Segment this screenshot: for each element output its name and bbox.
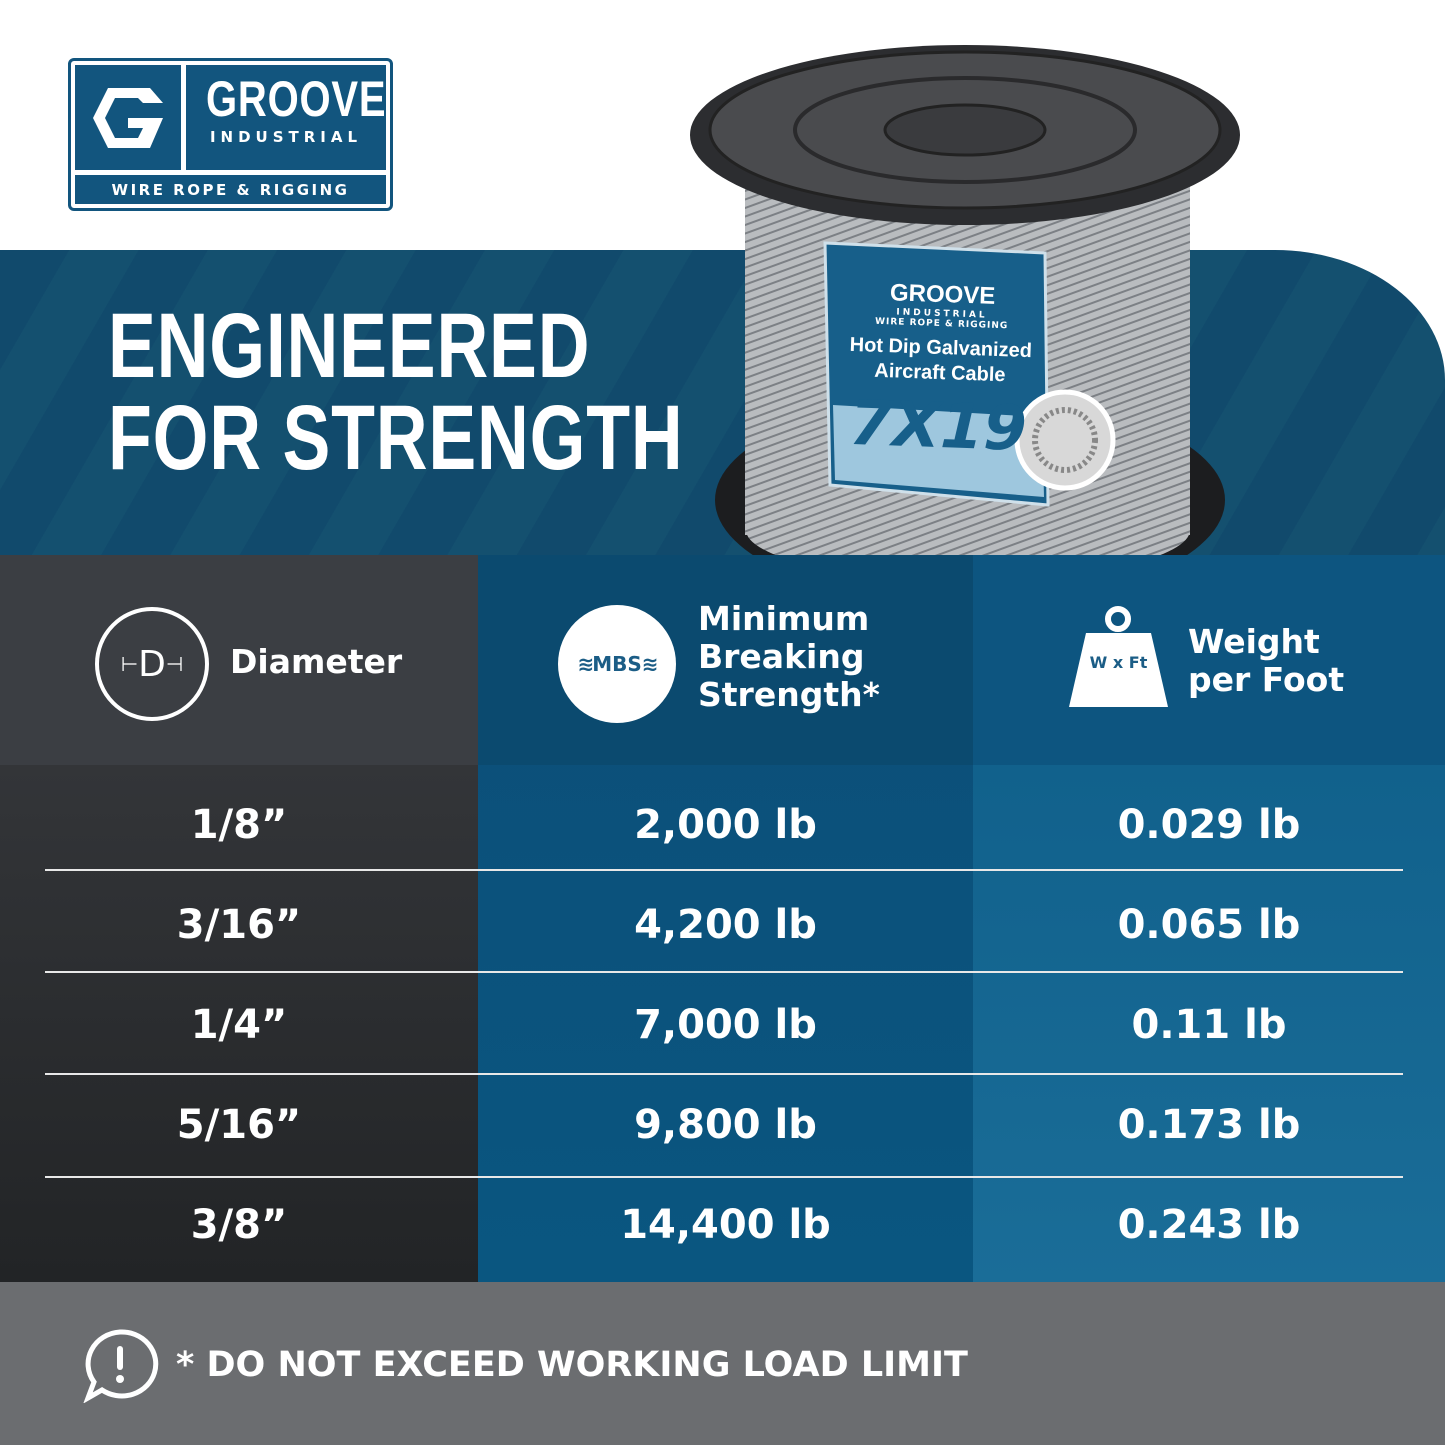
footer-bar — [0, 1282, 1445, 1445]
header-label-line: Breaking — [698, 637, 865, 676]
header-diameter: ⊢ D ⊣ Diameter — [0, 555, 478, 765]
header-mbs: ≋ MBS ≋ Minimum Breaking Strength* — [478, 555, 973, 765]
header-label: Diameter — [230, 642, 403, 681]
column-diameter: ⊢ D ⊣ Diameter 1/8” 3/16” 1/4” 5/16” 3/8” — [0, 555, 478, 1282]
cell-weight: 0.173 lb — [1117, 1102, 1301, 1148]
diameter-icon-text: D — [138, 643, 166, 685]
column-weight: W x Ft Weight per Foot 0.029 lb 0.065 lb… — [973, 555, 1445, 1282]
header-weight: W x Ft Weight per Foot — [973, 555, 1445, 765]
cell-diameter: 1/4” — [190, 1002, 288, 1048]
logo-tagline: WIRE ROPE & RIGGING — [75, 175, 386, 204]
headline-line-1: ENGINEERED — [108, 295, 591, 397]
weight-icon: W x Ft — [1066, 605, 1171, 710]
cell-weight: 0.11 lb — [1131, 1002, 1287, 1048]
weight-icon-text: W x Ft — [1089, 653, 1148, 672]
row-divider — [45, 1073, 1403, 1075]
cell-diameter: 3/16” — [176, 902, 302, 948]
page-title: ENGINEERED FOR STRENGTH — [108, 300, 683, 484]
headline-line-2: FOR STRENGTH — [108, 387, 684, 489]
cell-mbs: 9,800 lb — [634, 1102, 817, 1148]
header-label-line: Minimum — [698, 599, 870, 638]
row-divider — [45, 869, 1403, 871]
column-mbs: ≋ MBS ≋ Minimum Breaking Strength* 2,000 l… — [478, 555, 973, 1282]
mbs-icon: ≋ MBS ≋ — [558, 605, 676, 723]
label-construction: 7X19 — [848, 385, 1028, 466]
cell-diameter: 5/16” — [176, 1102, 302, 1148]
cell-weight: 0.243 lb — [1117, 1202, 1301, 1248]
cell-diameter: 1/8” — [190, 802, 288, 848]
row-divider — [45, 971, 1403, 973]
diameter-icon: ⊢ D ⊣ — [95, 607, 209, 721]
warning-text: * DO NOT EXCEED WORKING LOAD LIMIT — [176, 1345, 968, 1385]
spec-table: ⊢ D ⊣ Diameter 1/8” 3/16” 1/4” 5/16” 3/8” … — [0, 555, 1445, 1282]
cell-diameter: 3/8” — [190, 1202, 288, 1248]
cell-mbs: 4,200 lb — [634, 902, 817, 948]
cell-mbs: 2,000 lb — [634, 802, 817, 848]
logo-brand: GROOVE — [206, 71, 387, 127]
logo-sub: INDUSTRIAL — [209, 128, 363, 146]
header-label-line: Strength* — [698, 675, 880, 714]
cell-weight: 0.029 lb — [1117, 802, 1301, 848]
cell-mbs: 14,400 lb — [620, 1202, 831, 1248]
g-logo-icon — [75, 65, 181, 170]
cell-weight: 0.065 lb — [1117, 902, 1301, 948]
row-divider — [45, 1176, 1403, 1178]
cable-spool-image: GROOVE INDUSTRIAL WIRE ROPE & RIGGING Ho… — [690, 45, 1250, 615]
cell-mbs: 7,000 lb — [634, 1002, 817, 1048]
header-label-line: per Foot — [1188, 660, 1345, 699]
mbs-icon-text: MBS — [592, 652, 642, 676]
alert-speech-bubble-icon — [82, 1328, 162, 1407]
brand-logo: GROOVE INDUSTRIAL WIRE ROPE & RIGGING — [68, 58, 393, 211]
header-label-line: Weight — [1188, 622, 1320, 661]
